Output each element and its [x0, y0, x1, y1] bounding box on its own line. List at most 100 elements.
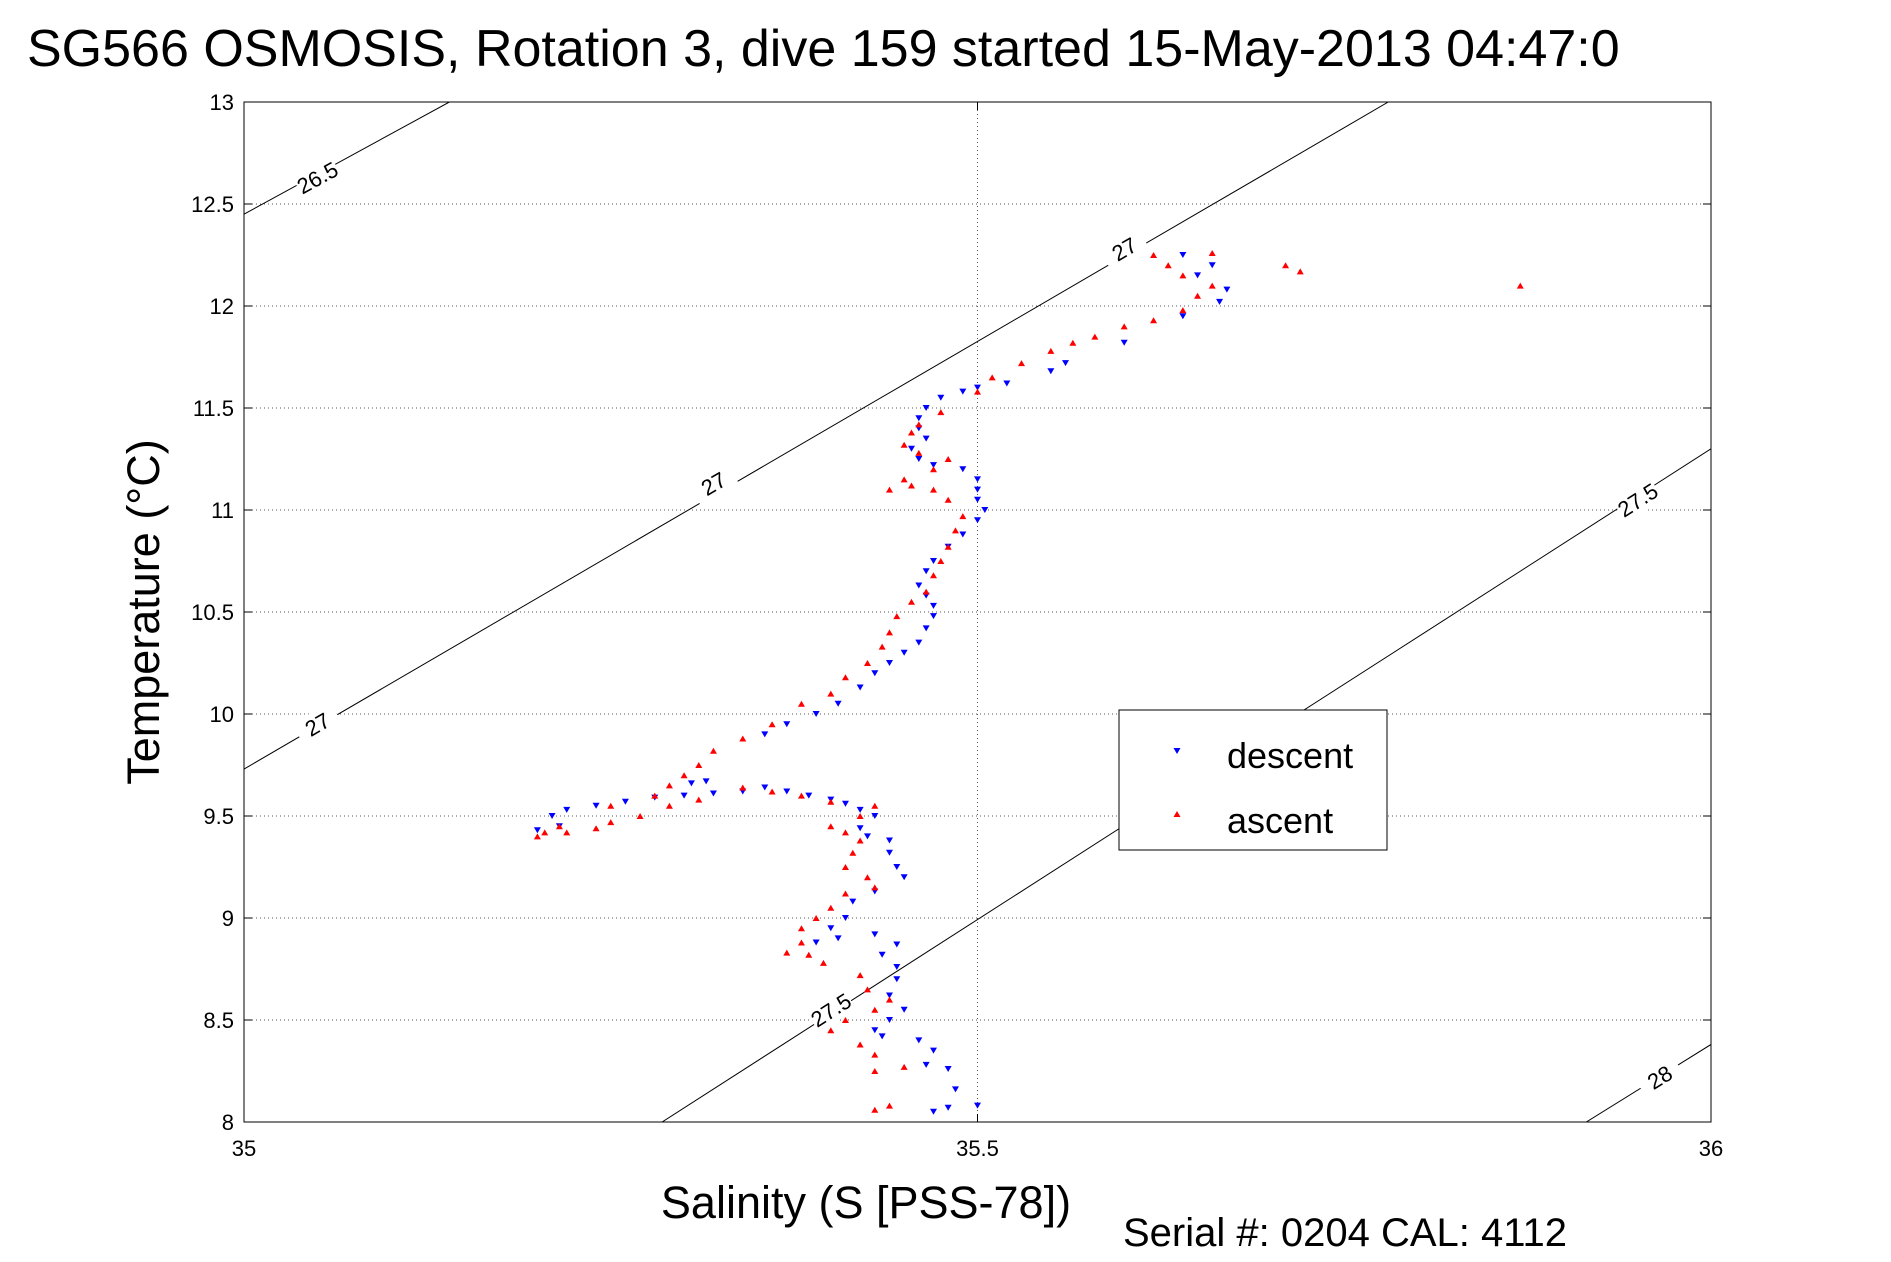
- contour-label-bg: [291, 155, 343, 200]
- axis-ticks: 8 8.5 9 9.5 10 10.5 11 11.5 12 12.5 13 35 35.5 36: [191, 90, 1723, 1161]
- y-tick-label: 9.5: [203, 804, 234, 829]
- descent-point: [929, 613, 937, 620]
- descent-point: [922, 435, 930, 442]
- ascent-point: [900, 1063, 908, 1070]
- descent-point: [959, 388, 967, 395]
- ascent-point: [863, 660, 871, 666]
- descent-point: [1120, 339, 1128, 346]
- descent-point: [929, 462, 937, 469]
- grid-lines: [244, 102, 1711, 1122]
- descent-point: [944, 1065, 952, 1072]
- ascent-point: [929, 572, 937, 579]
- ascent-point: [541, 829, 549, 836]
- ascent-point: [1282, 262, 1290, 269]
- ascent-point: [871, 1106, 879, 1113]
- descent-point: [981, 507, 989, 513]
- ascent-point: [841, 829, 849, 836]
- ascent-point: [1091, 333, 1099, 340]
- descent-point: [915, 456, 923, 462]
- ascent-point: [665, 802, 673, 809]
- ascent-point: [797, 700, 805, 707]
- ascent-point: [856, 813, 864, 819]
- descent-point: [959, 466, 967, 473]
- descent-point: [871, 1027, 879, 1034]
- ascent-point: [1208, 282, 1216, 289]
- ascent-point: [959, 513, 967, 520]
- descent-point: [937, 394, 945, 401]
- contour-label-bg: [1612, 476, 1664, 523]
- ascent-point: [878, 643, 886, 650]
- ascent-point: [871, 884, 879, 891]
- ascent-point: [922, 588, 930, 595]
- ascent-point: [841, 890, 849, 897]
- ascent-point: [856, 837, 864, 844]
- ascent-point: [680, 772, 688, 779]
- ascent-point: [1516, 282, 1524, 289]
- descent-point: [922, 625, 930, 632]
- legend-box: [1118, 709, 1388, 851]
- descent-point: [871, 931, 879, 938]
- descent-point: [915, 582, 923, 589]
- ascent-point: [827, 823, 835, 830]
- descent-point: [885, 992, 893, 999]
- ascent-point: [929, 486, 937, 493]
- descent-point: [702, 778, 710, 785]
- descent-point: [1223, 286, 1231, 293]
- ascent-point: [783, 949, 791, 956]
- y-tick-label: 10.5: [191, 600, 234, 625]
- descent-point: [863, 833, 871, 840]
- data-points: [533, 249, 1524, 1115]
- ascent-point: [885, 996, 893, 1003]
- descent-point: [974, 384, 981, 391]
- contour-label-bg: [687, 461, 739, 506]
- legend-ascent-label: ascent: [1227, 800, 1333, 841]
- ascent-point: [937, 409, 945, 416]
- ascent-point: [695, 796, 703, 803]
- ascent-point: [555, 823, 563, 830]
- contour-label-bg: [1634, 1054, 1686, 1100]
- y-tick-label: 12.5: [191, 192, 234, 217]
- x-tick-label: 35.5: [956, 1136, 999, 1161]
- y-tick-label: 12: [210, 294, 234, 319]
- density-contour-line: [244, 102, 450, 215]
- descent-point: [893, 941, 901, 948]
- y-axis-label: Temperature (°C): [118, 439, 169, 785]
- descent-point: [783, 721, 791, 728]
- ascent-point: [1069, 339, 1077, 346]
- descent-point: [548, 813, 556, 819]
- ascent-point: [988, 374, 996, 381]
- ascent-point: [768, 788, 776, 795]
- chart-title: SG566 OSMOSIS, Rotation 3, dive 159 star…: [27, 20, 1620, 78]
- ascent-point: [944, 496, 952, 503]
- descent-point: [974, 1102, 981, 1109]
- ascent-point: [929, 466, 937, 473]
- descent-point: [885, 849, 893, 856]
- descent-point: [812, 711, 820, 717]
- descent-point: [893, 963, 901, 970]
- descent-point: [893, 976, 901, 983]
- ascent-point: [907, 482, 915, 489]
- descent-point: [783, 788, 791, 795]
- ascent-point: [768, 721, 776, 728]
- density-contour-line: [244, 102, 1389, 770]
- descent-point: [915, 415, 923, 422]
- descent-point: [893, 864, 901, 870]
- descent-point: [871, 813, 879, 819]
- ascent-point: [937, 558, 945, 564]
- descent-point: [974, 517, 981, 524]
- contour-label-bg: [291, 701, 343, 747]
- ascent-point: [739, 735, 747, 742]
- ascent-point: [856, 1041, 864, 1048]
- descent-point: [915, 1037, 923, 1044]
- y-tick-label: 9: [222, 906, 234, 931]
- descent-point: [878, 1033, 886, 1040]
- ascent-point: [607, 802, 615, 809]
- ascent-point: [695, 762, 703, 768]
- descent-point: [871, 670, 879, 677]
- ascent-point: [797, 925, 805, 932]
- descent-point: [761, 784, 769, 791]
- ascent-point: [827, 1027, 835, 1034]
- descent-point: [915, 639, 923, 646]
- legend-descent-marker: [1173, 748, 1181, 754]
- ascent-point: [739, 784, 747, 791]
